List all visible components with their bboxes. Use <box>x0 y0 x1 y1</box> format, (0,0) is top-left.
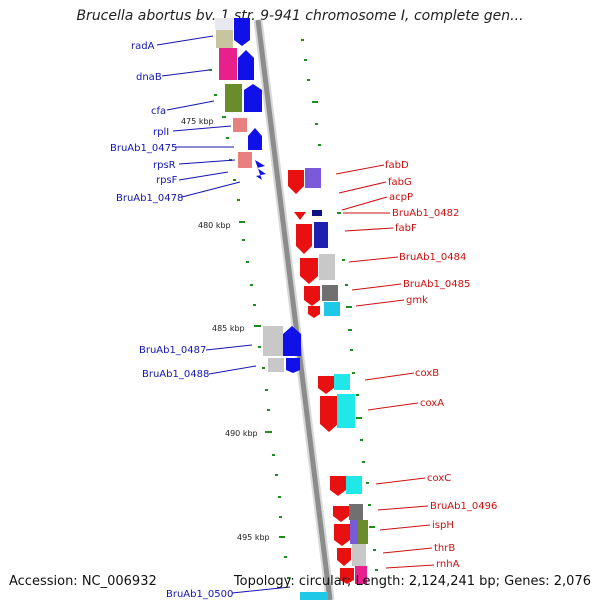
gene-label-BruAb1_0484[interactable]: BruAb1_0484 <box>399 252 466 263</box>
gene-label-rpsF[interactable]: rpsF <box>156 175 178 186</box>
gene-label-gmk[interactable]: gmk <box>406 295 428 306</box>
gene-label-BruAb1_0488[interactable]: BruAb1_0488 <box>142 369 209 380</box>
gene-label-BruAb1_0500[interactable]: BruAb1_0500 <box>166 589 233 600</box>
gene-label-BruAb1_0475[interactable]: BruAb1_0475 <box>110 143 177 154</box>
reverse-gene-blocks <box>288 168 368 600</box>
tick-label-495: 495 kbp <box>237 533 270 542</box>
gene-label-ispH[interactable]: ispH <box>432 520 454 531</box>
map-title: Brucella abortus bv. 1 str. 9-941 chromo… <box>76 8 524 24</box>
chromosome-backbone-core <box>255 19 333 600</box>
gene-label-rplI[interactable]: rplI <box>153 127 169 138</box>
gene-label-BruAb1_0485[interactable]: BruAb1_0485 <box>403 279 470 290</box>
gene-label-BruAb1_0487[interactable]: BruAb1_0487 <box>139 345 206 356</box>
gene-label-BruAb1_0478[interactable]: BruAb1_0478 <box>116 193 183 204</box>
gene-label-cfa[interactable]: cfa <box>151 106 166 117</box>
gene-label-fabF[interactable]: fabF <box>395 223 417 234</box>
gene-label-coxA[interactable]: coxA <box>420 398 444 409</box>
gene-label-radA[interactable]: radA <box>131 41 155 52</box>
gene-label-rpsR[interactable]: rpsR <box>153 160 176 171</box>
tick-label-480: 480 kbp <box>198 221 231 230</box>
gene-label-thrB[interactable]: thrB <box>434 543 455 554</box>
gene-label-coxB[interactable]: coxB <box>415 368 439 379</box>
right-leader-lines <box>335 164 435 569</box>
tick-label-490: 490 kbp <box>225 429 258 438</box>
left-leader-lines <box>156 35 291 594</box>
gene-label-fabD[interactable]: fabD <box>385 160 409 171</box>
genome-summary-text: Topology: circular; Length: 2,124,241 bp… <box>233 574 591 589</box>
gene-label-rnhA[interactable]: rnhA <box>436 559 460 570</box>
tick-label-475: 475 kbp <box>181 117 214 126</box>
gene-label-acpP[interactable]: acpP <box>389 192 413 203</box>
gene-label-fabG[interactable]: fabG <box>388 177 412 188</box>
accession-text: Accession: NC_006932 <box>9 574 157 589</box>
gene-label-dnaB[interactable]: dnaB <box>136 72 162 83</box>
gene-label-coxC[interactable]: coxC <box>427 473 451 484</box>
gene-label-BruAb1_0482[interactable]: BruAb1_0482 <box>392 208 459 219</box>
tick-label-485: 485 kbp <box>212 324 245 333</box>
forward-gene-blocks <box>215 18 301 373</box>
tick-dashes <box>209 39 378 579</box>
gene-label-BruAb1_0496[interactable]: BruAb1_0496 <box>430 501 497 512</box>
